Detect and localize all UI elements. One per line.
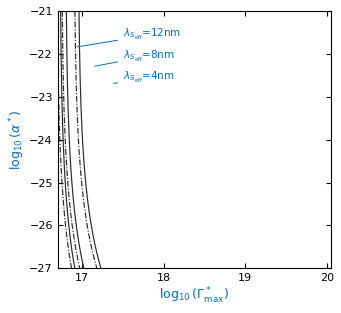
Text: $\lambda_{S_{\rm eff}}$=8nm: $\lambda_{S_{\rm eff}}$=8nm — [95, 49, 175, 66]
Y-axis label: $\log_{10}(\alpha^*)$: $\log_{10}(\alpha^*)$ — [7, 110, 27, 170]
Text: $\lambda_{S_{\rm eff}}$=4nm: $\lambda_{S_{\rm eff}}$=4nm — [114, 70, 175, 85]
X-axis label: $\log_{10}(\Gamma^*_{\rm max})$: $\log_{10}(\Gamma^*_{\rm max})$ — [160, 286, 229, 306]
Text: $\lambda_{S_{\rm eff}}$=12nm: $\lambda_{S_{\rm eff}}$=12nm — [77, 27, 181, 47]
